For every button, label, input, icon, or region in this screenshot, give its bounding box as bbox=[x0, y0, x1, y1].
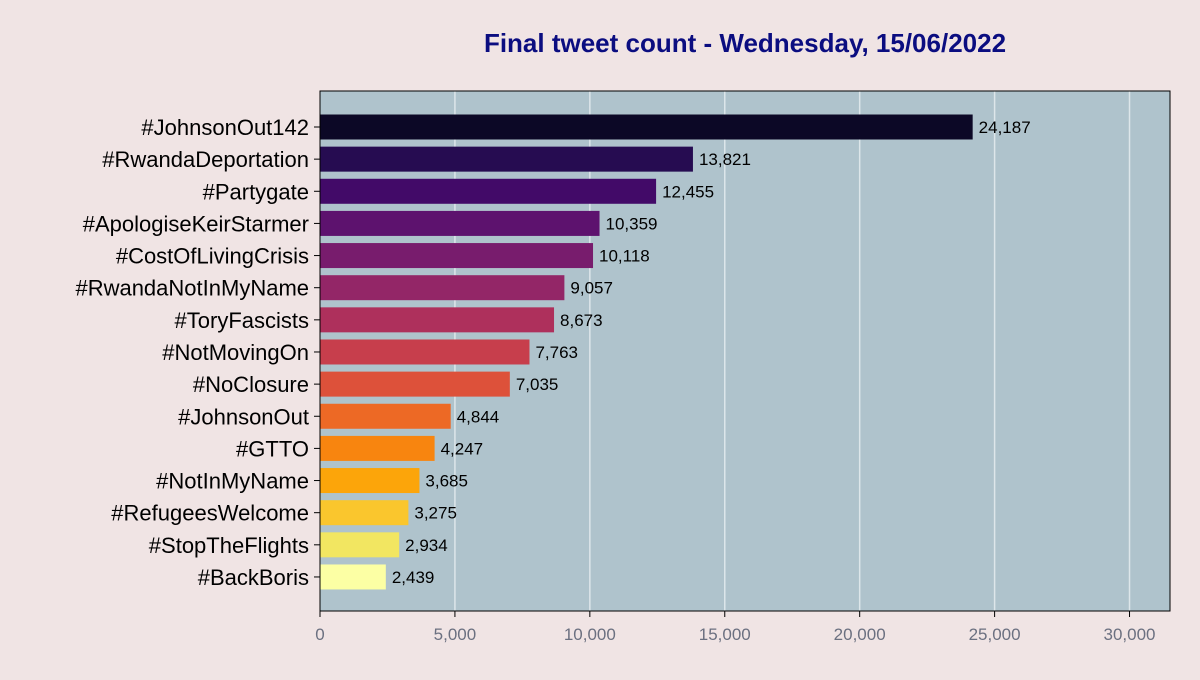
value-label: 13,821 bbox=[699, 150, 751, 169]
x-tick-label: 20,000 bbox=[834, 625, 886, 644]
value-label: 10,118 bbox=[599, 247, 650, 266]
bar bbox=[320, 146, 693, 172]
plot-frame bbox=[319, 90, 1171, 612]
bar bbox=[320, 307, 555, 333]
x-axis-ticks: 0 5,000 10,000 15,000 20,000 25,000 30,000 bbox=[315, 611, 1156, 644]
value-label: 8,673 bbox=[560, 311, 603, 330]
bar bbox=[320, 500, 409, 526]
category-label: #StopTheFlights bbox=[149, 533, 309, 558]
x-tick-label: 30,000 bbox=[1104, 625, 1156, 644]
bar bbox=[320, 532, 400, 558]
bar bbox=[320, 178, 657, 204]
value-label: 12,455 bbox=[662, 182, 714, 201]
bar bbox=[320, 114, 973, 140]
bars bbox=[320, 114, 973, 590]
bar bbox=[320, 435, 435, 461]
bar bbox=[320, 403, 451, 429]
x-tick-label: 25,000 bbox=[969, 625, 1021, 644]
category-label: #JohnsonOut142 bbox=[141, 115, 309, 140]
category-label: #ApologiseKeirStarmer bbox=[83, 211, 309, 236]
value-label: 9,057 bbox=[570, 279, 613, 298]
value-label: 4,247 bbox=[441, 439, 484, 458]
category-label: #GTTO bbox=[236, 436, 309, 461]
bar bbox=[320, 243, 594, 269]
value-label: 2,439 bbox=[392, 568, 435, 587]
x-tick-label: 0 bbox=[315, 625, 324, 644]
category-label: #NotMovingOn bbox=[162, 340, 309, 365]
value-label: 3,275 bbox=[414, 504, 457, 523]
value-label: 2,934 bbox=[405, 536, 448, 555]
category-label: #ToryFascists bbox=[175, 308, 309, 333]
value-label: 10,359 bbox=[606, 214, 658, 233]
value-label: 7,763 bbox=[535, 343, 578, 362]
bar bbox=[320, 339, 530, 365]
category-label: #Partygate bbox=[203, 179, 309, 204]
value-label: 3,685 bbox=[425, 472, 468, 491]
category-label: #BackBoris bbox=[198, 565, 309, 590]
category-label: #RefugeesWelcome bbox=[111, 501, 309, 526]
value-label: 7,035 bbox=[516, 375, 559, 394]
category-labels: #JohnsonOut142 #RwandaDeportation #Partyga… bbox=[75, 115, 320, 590]
category-label: #CostOfLivingCrisis bbox=[116, 244, 309, 269]
category-label: #JohnsonOut bbox=[178, 404, 309, 429]
category-label: #NoClosure bbox=[193, 372, 309, 397]
x-tick-label: 10,000 bbox=[564, 625, 616, 644]
chart-title: Final tweet count - Wednesday, 15/06/202… bbox=[484, 28, 1006, 58]
grid-lines bbox=[454, 91, 1131, 611]
value-label: 4,844 bbox=[457, 407, 500, 426]
category-label: #RwandaDeportation bbox=[102, 147, 309, 172]
category-label: #RwandaNotInMyName bbox=[75, 276, 309, 301]
bar bbox=[320, 275, 565, 301]
category-label: #NotInMyName bbox=[156, 469, 309, 494]
bar bbox=[320, 468, 420, 494]
bar bbox=[320, 564, 386, 590]
bar bbox=[320, 371, 510, 397]
x-tick-label: 15,000 bbox=[699, 625, 751, 644]
x-tick-label: 5,000 bbox=[434, 625, 477, 644]
value-label: 24,187 bbox=[979, 118, 1031, 137]
bar bbox=[320, 210, 600, 236]
